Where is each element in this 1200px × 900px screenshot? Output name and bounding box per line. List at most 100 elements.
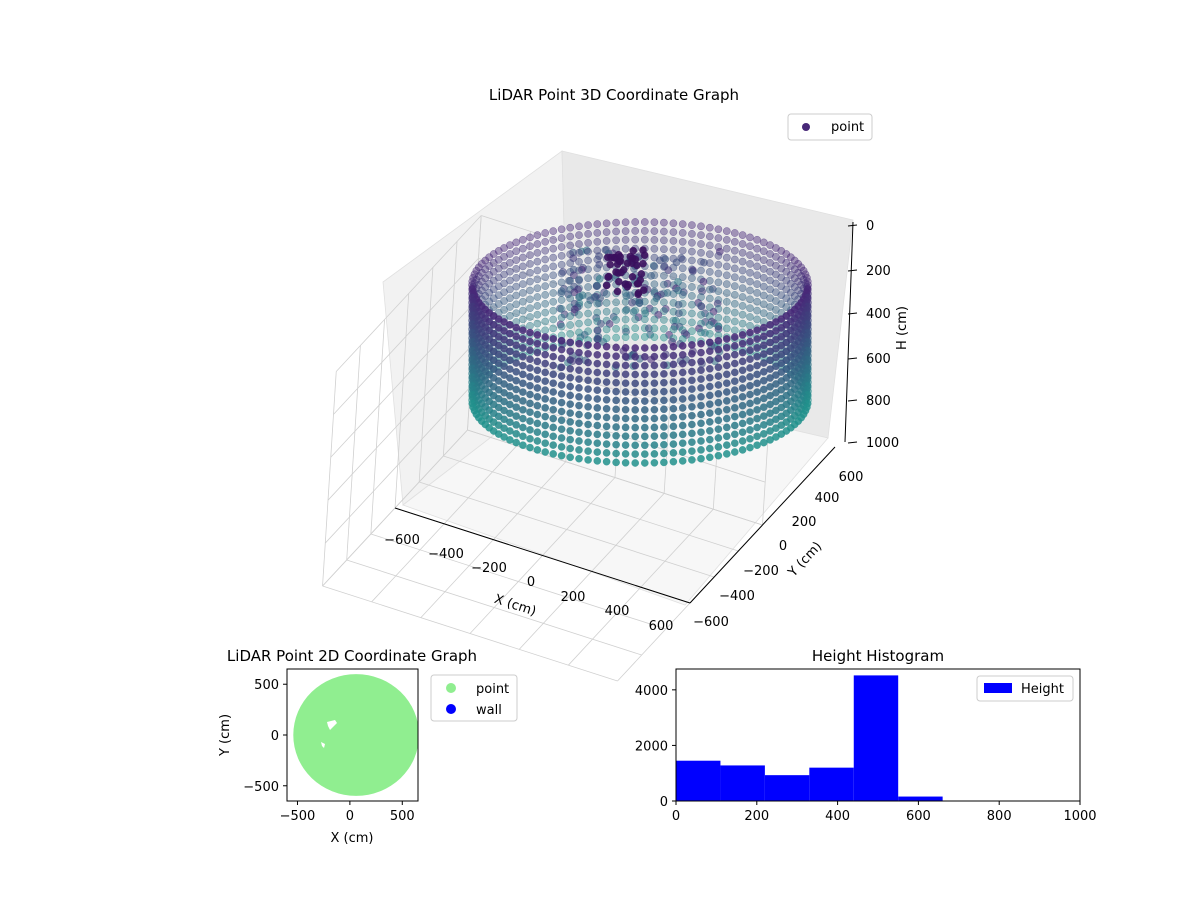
lidar-point — [575, 366, 583, 375]
lidar-point — [612, 396, 620, 405]
lidar-point — [650, 280, 659, 289]
legend-2d-marker-wall — [446, 704, 456, 714]
lidar-point — [730, 448, 739, 456]
lidar-point — [705, 444, 714, 453]
lidar-point — [549, 343, 558, 352]
z-tick-mark-3d — [847, 399, 858, 402]
lidar-point — [730, 350, 739, 359]
lidar-point — [746, 346, 754, 355]
lidar-point — [541, 273, 550, 282]
lidar-point — [631, 397, 640, 405]
lidar-point — [650, 227, 659, 235]
lidar-point — [519, 414, 527, 423]
lidar-point — [602, 219, 611, 228]
lidar-point — [602, 457, 611, 466]
lidar-point — [533, 384, 542, 392]
lidar-point — [541, 317, 550, 326]
lidar-point — [746, 277, 754, 286]
lidar-point — [650, 297, 659, 306]
lidar-point — [541, 403, 550, 412]
lidar-point — [705, 356, 714, 364]
lidar-point — [506, 409, 514, 418]
lidar-point — [759, 429, 768, 438]
lidar-point — [549, 432, 558, 441]
lidar-point — [541, 421, 550, 430]
grid-line — [330, 301, 477, 458]
lidar-point — [697, 366, 705, 375]
lidar-point — [631, 333, 640, 341]
lidar-point — [753, 441, 761, 450]
lidar-point — [602, 422, 611, 431]
lidar-point — [705, 426, 714, 435]
lidar-point — [526, 346, 534, 355]
lidar-point — [669, 290, 678, 298]
lidar-point — [688, 238, 696, 247]
lidar-point — [584, 283, 592, 291]
lidar-point — [730, 237, 739, 246]
lidar-point — [631, 370, 640, 379]
lidar-point — [612, 440, 620, 449]
lidar-point — [753, 289, 761, 297]
lidar-point — [519, 289, 527, 297]
lidar-point — [669, 228, 678, 236]
lidar-point — [575, 410, 583, 419]
lidar-point — [722, 423, 731, 432]
lidar-point — [519, 326, 527, 335]
lidar-point — [730, 430, 739, 439]
lidar-point — [738, 348, 747, 357]
lidar-point — [660, 387, 668, 396]
lidar-point — [650, 218, 659, 227]
lidar-point — [640, 218, 649, 226]
lidar-point — [650, 379, 659, 388]
lidar-point — [512, 429, 521, 438]
lidar-point — [660, 352, 668, 361]
lidar-point — [753, 388, 761, 396]
lidar-point — [753, 370, 761, 379]
lidar-point — [650, 244, 659, 253]
lidar-point — [688, 394, 696, 402]
lidar-point — [506, 391, 514, 400]
legend-3d-frame — [787, 113, 873, 141]
lidar-point — [688, 267, 697, 276]
lidar-point — [722, 441, 731, 449]
lidar-point — [738, 310, 747, 319]
lidar-point — [541, 342, 550, 350]
lidar-point — [631, 352, 640, 361]
lidar-point — [512, 403, 521, 412]
lidar-point — [549, 379, 558, 388]
lidar-point — [650, 458, 659, 467]
lidar-point — [640, 406, 649, 414]
lidar-point — [533, 410, 542, 419]
lidar-point — [557, 251, 566, 260]
lidar-point — [640, 333, 649, 341]
lidar-point — [575, 222, 583, 231]
lidar-point — [533, 284, 542, 293]
lidar-point — [705, 338, 714, 347]
lidar-point — [753, 352, 761, 361]
z-tick-label-3d: 0 — [866, 219, 874, 234]
lidar-point — [678, 229, 687, 237]
lidar-point — [714, 336, 723, 345]
lidar-point — [705, 232, 714, 241]
lidar-point — [621, 343, 630, 352]
lidar-point — [722, 324, 731, 333]
lidar-point — [549, 236, 558, 244]
histogram-bar — [853, 675, 899, 801]
lidar-point — [557, 260, 566, 269]
lidar-point — [730, 368, 739, 377]
lidar-point — [526, 372, 534, 381]
legend-3d-marker — [802, 123, 810, 131]
lidar-point — [566, 453, 575, 462]
lidar-point — [669, 422, 678, 431]
lidar-point — [526, 355, 534, 364]
lidar-point — [650, 236, 659, 244]
lidar-point — [519, 397, 527, 405]
lidar-point — [738, 275, 747, 284]
lidar-point — [746, 372, 754, 381]
lidar-point — [634, 289, 643, 297]
lidar-point — [512, 332, 521, 341]
lidar-point — [669, 431, 678, 440]
lidar-point — [485, 271, 494, 279]
lidar-point — [604, 273, 612, 281]
lidar-point — [722, 306, 731, 315]
